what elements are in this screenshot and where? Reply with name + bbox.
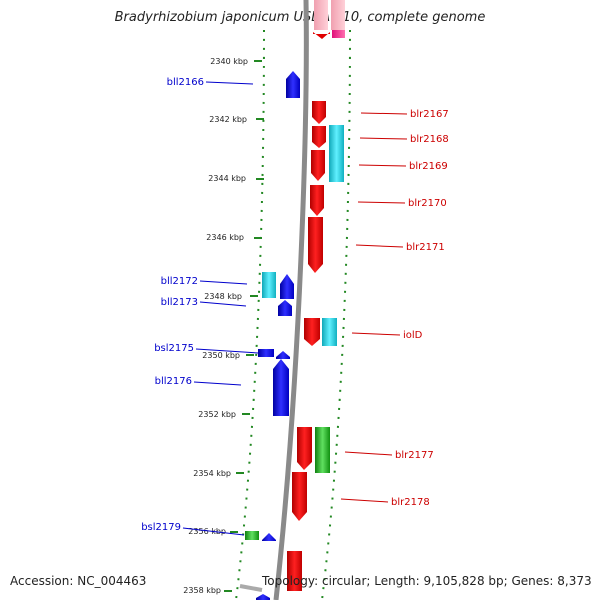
gene-blr2170[interactable] [310, 185, 324, 216]
gene-bll2176[interactable] [273, 359, 289, 416]
label-blr2167[interactable]: blr2167 [410, 109, 449, 120]
backbone-segment [239, 584, 263, 592]
gene-partial-bottom-red[interactable] [287, 551, 302, 591]
label-blr2177[interactable]: blr2177 [395, 450, 434, 461]
scale-label: 2354 kbp [193, 469, 231, 478]
label-bll2176[interactable]: bll2176 [155, 376, 192, 387]
label-blr2171[interactable]: blr2171 [406, 242, 445, 253]
gene-partial-top[interactable] [313, 32, 330, 39]
scale-label: 2344 kbp [208, 174, 246, 183]
left-leader-lines [182, 81, 259, 536]
gene-blr2168[interactable] [312, 126, 326, 148]
scale-axis: 2340 kbp 2342 kbp 2344 kbp 2346 kbp 2348… [183, 57, 264, 595]
scale-label: 2350 kbp [202, 351, 240, 360]
scale-label: 2356 kbp [188, 527, 226, 536]
gene-bll2172[interactable] [280, 274, 294, 299]
scale-label: 2358 kbp [183, 586, 221, 595]
gene-blr2178[interactable] [292, 472, 307, 521]
feature-green-2177[interactable] [315, 427, 330, 473]
gene-bsl2179[interactable] [262, 533, 276, 541]
left-tick-rail [235, 29, 265, 600]
label-bll2166[interactable]: bll2166 [167, 77, 204, 88]
label-bll2173[interactable]: bll2173 [161, 297, 198, 308]
genome-summary-text: Topology: circular; Length: 9,105,828 bp… [262, 574, 592, 588]
gene-bsl2175[interactable] [276, 351, 290, 359]
genome-backbone [273, 0, 309, 600]
gene-bll2173[interactable] [278, 300, 292, 316]
label-blr2178[interactable]: blr2178 [391, 497, 430, 508]
gene-partial-top-pink[interactable] [314, 0, 328, 30]
feature-bsl2175[interactable] [258, 349, 274, 357]
scale-label: 2348 kbp [204, 292, 242, 301]
scale-label: 2342 kbp [209, 115, 247, 124]
left-gene-labels: bll2166 bll2172 bll2173 bsl2175 bll2176 … [141, 77, 204, 533]
gene-blr2167[interactable] [312, 101, 326, 124]
scale-label: 2352 kbp [198, 410, 236, 419]
label-bsl2179[interactable]: bsl2179 [141, 522, 181, 533]
right-tick-rail [321, 29, 351, 600]
feature-green-2179[interactable] [245, 531, 259, 540]
gene-iolD[interactable] [304, 318, 320, 346]
label-blr2168[interactable]: blr2168 [410, 134, 449, 145]
feature-cyan-2168[interactable] [329, 125, 344, 182]
gene-partial-top-magenta[interactable] [332, 30, 345, 38]
right-gene-labels: blr2167 blr2168 blr2169 blr2170 blr2171 … [391, 109, 449, 508]
label-bsl2175[interactable]: bsl2175 [154, 343, 194, 354]
label-iolD[interactable]: iolD [403, 330, 423, 341]
right-leader-lines [340, 112, 408, 503]
accession-text: Accession: NC_004463 [10, 574, 147, 588]
label-blr2169[interactable]: blr2169 [409, 161, 448, 172]
feature-cyan-iolD[interactable] [322, 318, 337, 346]
genome-title: Bradyrhizobium japonicum USDA 110, compl… [114, 10, 486, 25]
label-bll2172[interactable]: bll2172 [161, 276, 198, 287]
gene-partial-bottom[interactable] [256, 594, 270, 600]
label-blr2170[interactable]: blr2170 [408, 198, 447, 209]
gene-blr2169[interactable] [311, 150, 325, 181]
feature-cyan-2172[interactable] [262, 272, 276, 298]
scale-label: 2340 kbp [210, 57, 248, 66]
scale-label: 2346 kbp [206, 233, 244, 242]
gene-partial-top-pink-2[interactable] [331, 0, 345, 30]
gene-blr2171[interactable] [308, 217, 323, 273]
gene-bll2166[interactable] [286, 71, 300, 98]
gene-blr2177[interactable] [297, 427, 312, 470]
